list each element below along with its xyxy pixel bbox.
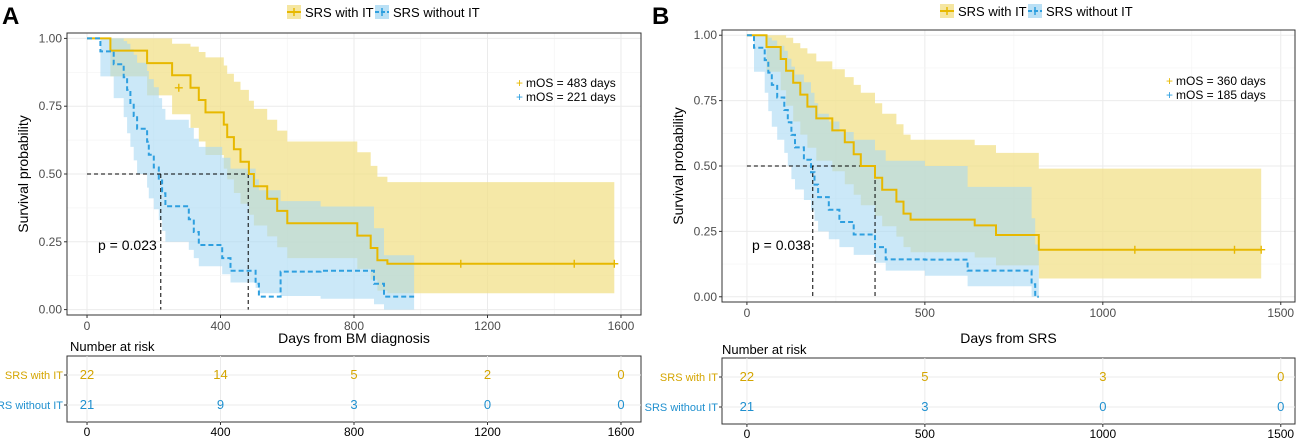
risk-x-tick-label: 1000 xyxy=(1089,427,1116,440)
risk-table-title: Number at risk xyxy=(722,342,807,357)
mos-label-with-it: mOS = 483 days xyxy=(526,76,616,90)
survival-curve-without-it xyxy=(87,37,415,298)
risk-x-tick-label: 1200 xyxy=(474,425,501,439)
x-axis-label: Days from BM diagnosis xyxy=(278,330,430,346)
x-tick-label: 0 xyxy=(744,306,751,320)
legend: SRS with IT SRS without IT xyxy=(287,5,480,20)
mos-label-without-it: mOS = 185 days xyxy=(1176,88,1266,102)
risk-row-label-without-it: SRS without IT xyxy=(645,402,719,414)
x-tick-label: 1200 xyxy=(474,319,501,333)
y-axis-label: Survival probability xyxy=(15,115,31,233)
risk-x-tick-label: 500 xyxy=(915,427,935,440)
risk-count: 0 xyxy=(617,397,624,412)
legend-label-without-it: SRS without IT xyxy=(1046,4,1133,19)
p-value: p = 0.023 xyxy=(98,237,157,253)
risk-table: Number at risk SRS with IT 22 14 5 2 0 SRS with… xyxy=(0,339,642,439)
panel-label: A xyxy=(2,3,19,30)
risk-x-tick-label: 0 xyxy=(84,425,91,439)
y-tick-label: 0.50 xyxy=(694,159,718,173)
panel-label: B xyxy=(652,3,669,30)
risk-count: 0 xyxy=(1277,399,1284,414)
y-axis-label: Survival probability xyxy=(670,107,686,225)
x-axis-label: Days from SRS xyxy=(960,330,1056,346)
legend: SRS with IT SRS without IT xyxy=(940,4,1133,19)
censor-mark xyxy=(1257,245,1266,254)
x-tick-label: 800 xyxy=(344,319,364,333)
risk-count: 3 xyxy=(921,399,928,414)
risk-count: 21 xyxy=(740,399,754,414)
risk-count: 0 xyxy=(617,367,624,382)
risk-count: 22 xyxy=(80,367,94,382)
censor-mark xyxy=(570,259,579,268)
mos-marker: + xyxy=(516,90,523,104)
risk-row-label-with-it: SRS with IT xyxy=(660,372,718,384)
legend-label-with-it: SRS with IT xyxy=(305,5,374,20)
risk-x-tick-label: 1600 xyxy=(608,425,635,439)
x-tick-label: 1600 xyxy=(608,319,635,333)
y-tick-label: 0.25 xyxy=(39,235,63,249)
risk-count: 3 xyxy=(350,397,357,412)
y-tick-label: 1.00 xyxy=(39,31,63,45)
censor-mark xyxy=(610,259,619,268)
risk-count: 21 xyxy=(80,397,94,412)
survival-curve-without-it xyxy=(746,34,1039,298)
p-value: p = 0.038 xyxy=(752,237,811,253)
risk-count: 0 xyxy=(1277,369,1284,384)
risk-count: 3 xyxy=(1099,369,1106,384)
y-tick-label: 0.00 xyxy=(39,303,63,317)
mos-label-without-it: mOS = 221 days xyxy=(526,90,616,104)
x-tick-label: 400 xyxy=(210,319,230,333)
censor-mark xyxy=(456,259,465,268)
risk-table: Number at risk SRS with IT 22 5 3 0 SRS withou… xyxy=(645,342,1296,440)
y-tick-label: 0.25 xyxy=(694,224,718,238)
risk-count: 0 xyxy=(484,397,491,412)
legend-label-without-it: SRS without IT xyxy=(393,5,480,20)
y-tick-label: 0.75 xyxy=(694,94,718,108)
censor-mark xyxy=(1230,245,1239,254)
y-tick-label: 1.00 xyxy=(694,28,718,42)
risk-table-frame xyxy=(721,357,1296,425)
mos-marker: + xyxy=(1166,74,1173,88)
risk-row-label-with-it: SRS with IT xyxy=(5,370,63,382)
survival-curve-with-it xyxy=(746,34,1262,251)
risk-count: 5 xyxy=(921,369,928,384)
risk-x-tick-label: 400 xyxy=(210,425,230,439)
survival-panel-a: 0 400 800 1200 1600 0.00 0.25 0.50 0.75 1.00 Days … xyxy=(0,3,642,439)
mos-label-with-it: mOS = 360 days xyxy=(1176,74,1266,88)
risk-count: 9 xyxy=(217,397,224,412)
ci-band-with-it xyxy=(87,38,615,294)
x-tick-label: 1000 xyxy=(1089,306,1116,320)
y-tick-label: 0.75 xyxy=(39,99,63,113)
risk-count: 2 xyxy=(484,367,491,382)
mos-marker: + xyxy=(516,76,523,90)
risk-x-tick-label: 1500 xyxy=(1267,427,1294,440)
ci-band-with-it xyxy=(746,35,1262,279)
risk-count: 0 xyxy=(1099,399,1106,414)
risk-count: 5 xyxy=(350,367,357,382)
x-tick-label: 0 xyxy=(84,319,91,333)
y-tick-label: 0.00 xyxy=(694,290,718,304)
risk-table-title: Number at risk xyxy=(70,339,155,354)
risk-count: 14 xyxy=(213,367,227,382)
x-tick-label: 1500 xyxy=(1267,306,1294,320)
survival-curve-with-it xyxy=(87,37,615,265)
ci-band-without-it xyxy=(746,35,1039,297)
mos-marker: + xyxy=(1166,88,1173,102)
x-tick-label: 500 xyxy=(915,306,935,320)
risk-x-tick-label: 800 xyxy=(344,425,364,439)
risk-count: 22 xyxy=(740,369,754,384)
legend-label-with-it: SRS with IT xyxy=(958,4,1027,19)
risk-x-tick-label: 0 xyxy=(744,427,751,440)
censor-mark xyxy=(174,83,183,92)
censor-mark xyxy=(1130,245,1139,254)
y-tick-label: 0.50 xyxy=(39,167,63,181)
risk-row-label-without-it: SRS without IT xyxy=(0,400,63,412)
